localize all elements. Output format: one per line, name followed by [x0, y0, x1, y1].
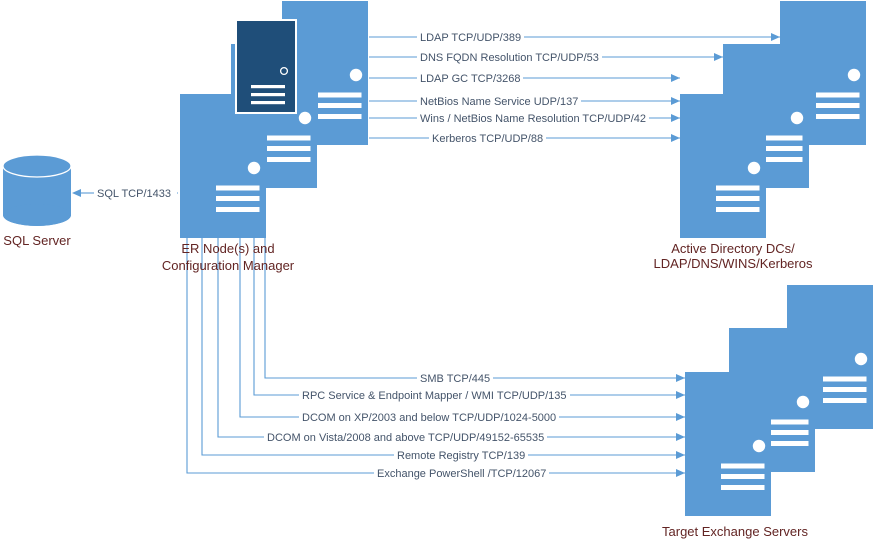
svg-text:Exchange PowerShell /TCP/1206: Exchange PowerShell /TCP/12067	[377, 468, 546, 480]
svg-text:ER Node(s) and: ER Node(s) and	[181, 241, 274, 256]
svg-text:Remote Registry TCP/139: Remote Registry TCP/139	[397, 450, 525, 462]
svg-text:DNS FQDN Resolution TCP/UDP/53: DNS FQDN Resolution TCP/UDP/53	[420, 52, 599, 64]
svg-text:DCOM on XP/2003 and below TCP/: DCOM on XP/2003 and below TCP/UDP/1024-5…	[302, 412, 556, 424]
svg-text:LDAP GC TCP/3268: LDAP GC TCP/3268	[420, 73, 520, 85]
svg-text:SQL TCP/1433: SQL TCP/1433	[97, 188, 171, 200]
svg-text:Configuration Manager: Configuration Manager	[162, 258, 295, 273]
svg-text:Wins / NetBios Name Resolution: Wins / NetBios Name Resolution TCP/UDP/4…	[420, 113, 646, 125]
svg-text:Target Exchange Servers: Target Exchange Servers	[662, 524, 808, 539]
svg-text:DCOM on Vista/2008 and above T: DCOM on Vista/2008 and above TCP/UDP/491…	[267, 432, 544, 444]
svg-text:NetBios Name Service UDP/137: NetBios Name Service UDP/137	[420, 96, 578, 108]
svg-text:SMB TCP/445: SMB TCP/445	[420, 373, 490, 385]
svg-text:Kerberos TCP/UDP/88: Kerberos TCP/UDP/88	[432, 133, 543, 145]
svg-text:SQL Server: SQL Server	[3, 233, 71, 248]
svg-text:Active Directory DCs/: Active Directory DCs/	[671, 241, 795, 256]
svg-text:LDAP/DNS/WINS/Kerberos: LDAP/DNS/WINS/Kerberos	[654, 256, 813, 271]
svg-text:RPC Service & Endpoint Mapper: RPC Service & Endpoint Mapper / WMI TCP/…	[302, 390, 567, 402]
svg-text:LDAP TCP/UDP/389: LDAP TCP/UDP/389	[420, 32, 521, 44]
